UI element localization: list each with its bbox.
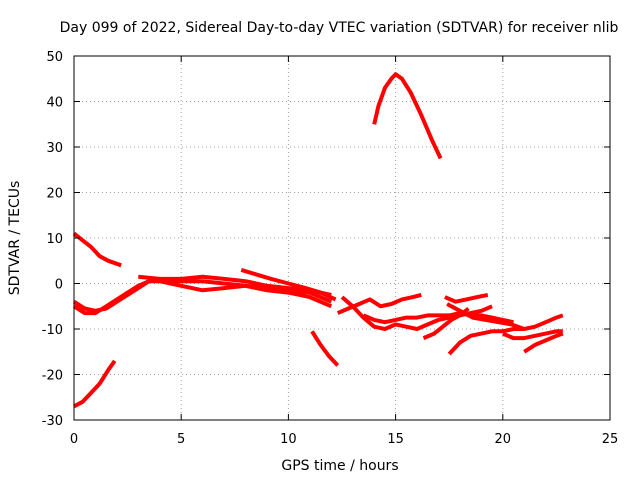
y-tick-label: -20 (42, 369, 63, 384)
y-tick-label: 40 (46, 96, 63, 111)
y-tick-label: -30 (42, 414, 63, 429)
x-tick-label: 0 (70, 432, 78, 447)
y-axis: -30 -20 -10 0 10 20 30 40 50 (42, 50, 610, 429)
series-line-arc-16 (502, 329, 563, 341)
series-line-arc-11 (362, 311, 514, 325)
x-tick-label: 10 (280, 432, 297, 447)
series-line-arc-13 (444, 292, 489, 304)
x-tick-label: 15 (387, 432, 404, 447)
x-tick-label: 5 (177, 432, 185, 447)
series-line-arc-2 (73, 359, 117, 409)
y-tick-label: -10 (42, 323, 63, 338)
y-tick-label: 0 (55, 278, 63, 293)
series-line-arc-15 (447, 313, 564, 356)
y-tick-label: 20 (46, 187, 63, 202)
series-line-arc-4 (72, 279, 333, 316)
series-line-arc-1 (72, 231, 122, 268)
y-axis-label: SDTVAR / TECUs (7, 181, 23, 296)
series-line-arc-14 (446, 302, 525, 331)
x-axis-label: GPS time / hours (281, 458, 398, 474)
series-line-arc-12 (422, 306, 470, 340)
series-line-arc-8 (372, 72, 443, 160)
series-line-arc-6 (240, 267, 337, 302)
x-tick-label: 25 (602, 432, 619, 447)
grid (74, 56, 610, 420)
y-tick-label: 50 (46, 50, 63, 65)
series-line-arc-17 (523, 331, 564, 354)
series-layer (72, 72, 564, 409)
chart-title: Day 099 of 2022, Sidereal Day-to-day VTE… (60, 20, 619, 36)
x-axis: 0 5 10 15 20 25 (70, 56, 618, 447)
series-line-arc-7 (310, 330, 340, 367)
y-tick-label: 30 (46, 141, 63, 156)
x-tick-label: 20 (495, 432, 512, 447)
y-tick-label: 10 (46, 232, 63, 247)
series-line-arc-5 (138, 274, 332, 297)
